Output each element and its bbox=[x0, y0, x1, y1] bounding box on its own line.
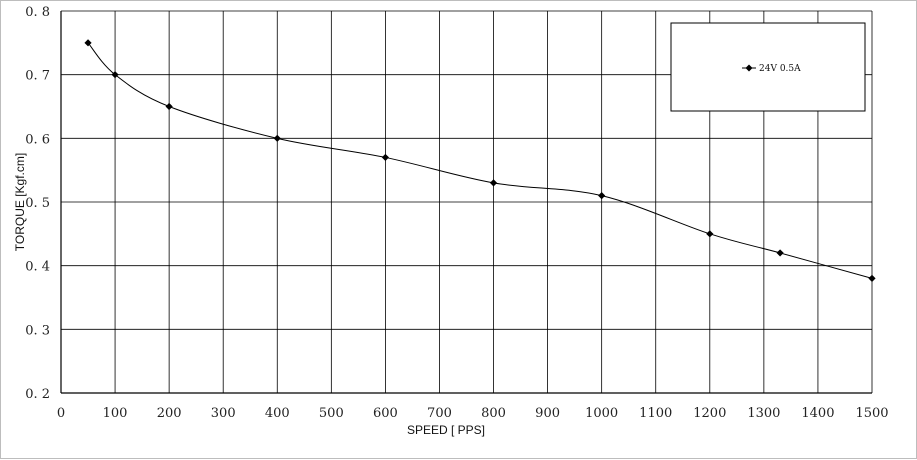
x-tick-label: 1200 bbox=[693, 406, 726, 421]
data-point-marker bbox=[598, 192, 606, 200]
x-tick-label: 800 bbox=[481, 406, 506, 421]
legend-marker bbox=[745, 64, 753, 72]
data-point-marker bbox=[706, 230, 714, 238]
x-tick-label: 500 bbox=[319, 406, 344, 421]
x-tick-label: 1300 bbox=[747, 406, 780, 421]
data-point-marker bbox=[165, 102, 173, 111]
data-point-marker bbox=[111, 71, 119, 79]
x-axis-title: SPEED [ PPS] bbox=[407, 423, 485, 437]
y-tick-labels: 0. 2 0. 3 0. 4 0. 5 0. 6 0. 7 0. 8 bbox=[25, 5, 50, 402]
x-tick-label: 1000 bbox=[585, 406, 618, 421]
x-tick-label: 700 bbox=[427, 406, 452, 421]
data-point-marker bbox=[273, 134, 281, 142]
series-layer bbox=[84, 39, 876, 282]
x-tick-label: 0 bbox=[57, 406, 65, 421]
data-point-marker bbox=[489, 179, 498, 187]
y-tick-label: 0. 3 bbox=[25, 323, 50, 338]
x-tick-label: 400 bbox=[265, 406, 290, 421]
y-tick-label: 0. 8 bbox=[25, 5, 50, 20]
y-axis-title: TORQUE [Kgf.cm] bbox=[13, 153, 27, 251]
y-tick-label: 0. 6 bbox=[25, 132, 50, 147]
data-point-marker bbox=[868, 274, 876, 282]
x-tick-labels: 0 100 200 300 400 500 600 700 800 900 1000 1100 1200… bbox=[57, 406, 889, 421]
x-tick-label: 100 bbox=[103, 406, 128, 421]
y-tick-label: 0. 7 bbox=[25, 69, 50, 84]
x-tick-label: 1500 bbox=[855, 406, 888, 421]
y-tick-label: 0. 5 bbox=[25, 196, 50, 211]
x-tick-label: 900 bbox=[535, 406, 560, 421]
data-point-marker bbox=[381, 153, 389, 162]
x-tick-label: 1400 bbox=[801, 406, 834, 421]
series-line bbox=[87, 42, 873, 279]
data-point-marker bbox=[776, 249, 784, 257]
data-point-marker bbox=[84, 39, 92, 47]
legend: 24V 0.5A bbox=[670, 22, 866, 112]
legend-box bbox=[670, 22, 866, 112]
x-tick-label: 300 bbox=[211, 406, 236, 421]
x-tick-label: 200 bbox=[157, 406, 182, 421]
y-tick-label: 0. 2 bbox=[25, 387, 50, 402]
x-tick-label: 600 bbox=[373, 406, 398, 421]
legend-series-label: 24V 0.5A bbox=[759, 64, 801, 74]
y-tick-label: 0. 4 bbox=[25, 260, 50, 275]
x-tick-label: 1100 bbox=[639, 406, 672, 421]
